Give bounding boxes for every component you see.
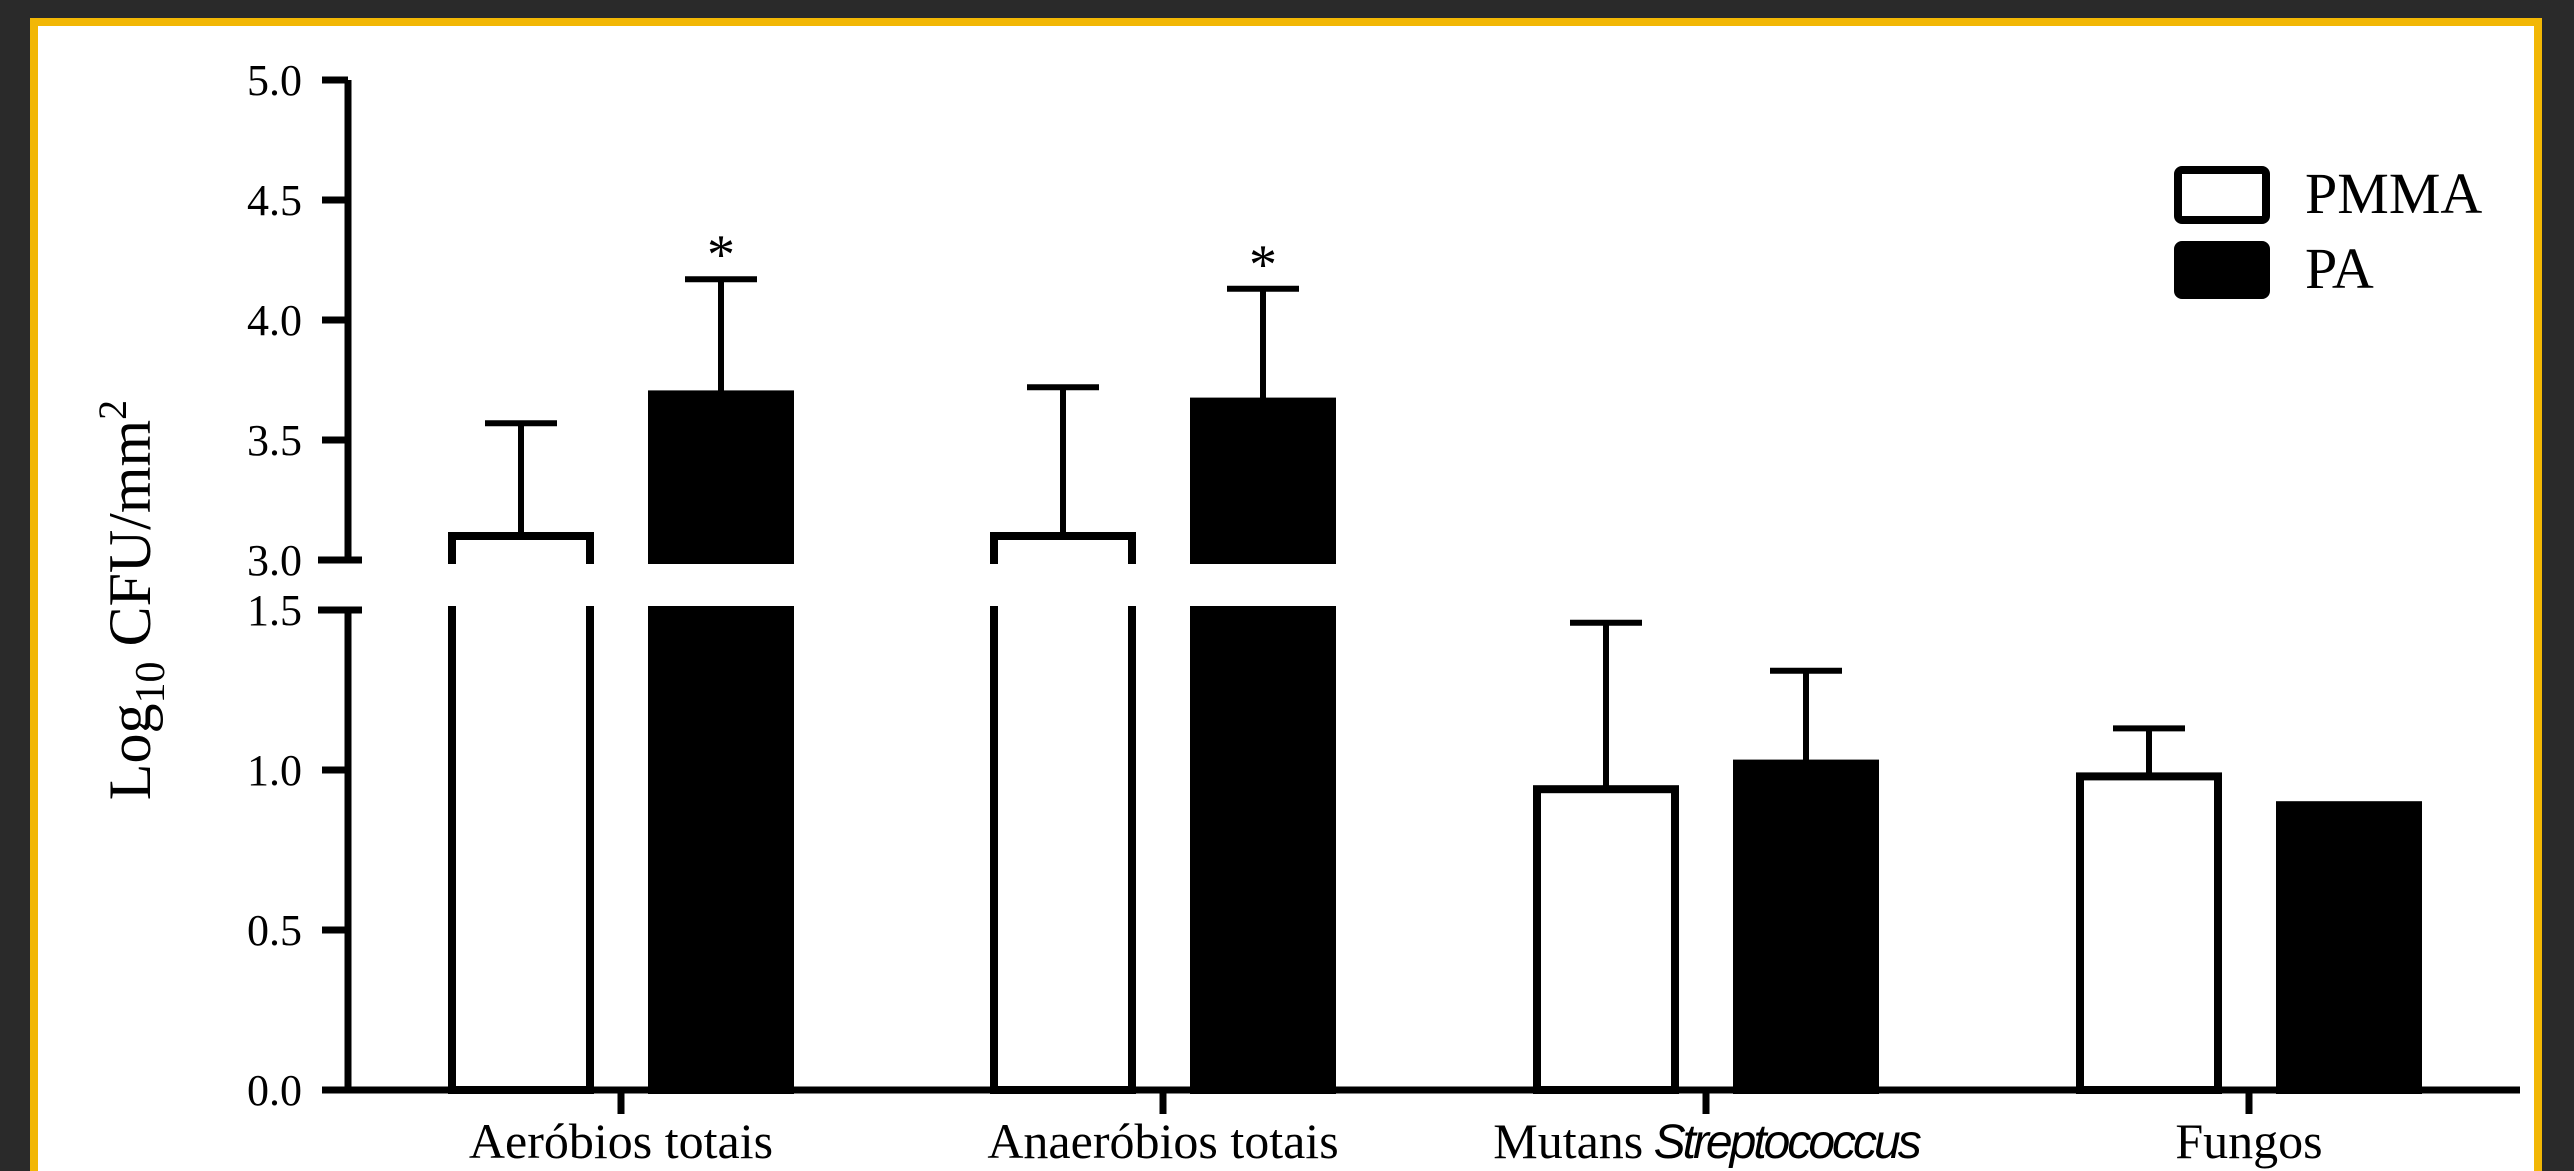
y-tick-label: 0.0 — [247, 1066, 302, 1115]
bar-pmma-3 — [1533, 785, 1679, 1094]
bar-pmma-2-lower — [990, 606, 1136, 1094]
legend: PMMA PA — [2174, 161, 2482, 301]
legend-swatch-pmma — [2174, 166, 2270, 224]
y-axis-label: Log10 CFU/mm2 — [90, 400, 174, 800]
y-tick-label: 4.5 — [247, 176, 302, 225]
x-tick-label: Aeróbios totais — [469, 1113, 773, 1169]
x-tick-label: Fungos — [2175, 1113, 2322, 1169]
significance-star: * — [1249, 234, 1277, 296]
bar-pmma-4 — [2076, 772, 2222, 1095]
y-tick-label: 0.5 — [247, 906, 302, 955]
y-tick-label: 1.5 — [247, 586, 302, 635]
bar-pa-3 — [1733, 759, 1879, 1094]
x-tick-label: Anaeróbios totais — [987, 1113, 1338, 1169]
x-tick-label: Mutans Streptococcus — [1493, 1113, 1921, 1169]
legend-swatch-pa — [2174, 241, 2270, 299]
y-tick-label: 4.0 — [247, 296, 302, 345]
bar-pa-4 — [2276, 801, 2422, 1094]
y-tick-label: 3.5 — [247, 416, 302, 465]
legend-label-pa: PA — [2305, 236, 2374, 301]
bar-pmma-1-lower — [448, 606, 594, 1094]
bar-pa-1-upper — [648, 390, 794, 564]
bar-pa-2-lower — [1190, 606, 1336, 1094]
y-tick-label: 5.0 — [247, 56, 302, 105]
bars — [448, 276, 2422, 1095]
y-tick-label: 3.0 — [247, 536, 302, 585]
significance-star: * — [707, 224, 735, 286]
bar-pa-2-upper — [1190, 397, 1336, 564]
y-tick-label: 1.0 — [247, 746, 302, 795]
legend-label-pmma: PMMA — [2305, 161, 2482, 226]
labels: Aeróbios totais * Anaeróbios totais * Mutans… — [469, 224, 2323, 1169]
bar-pa-1-lower — [648, 606, 794, 1094]
